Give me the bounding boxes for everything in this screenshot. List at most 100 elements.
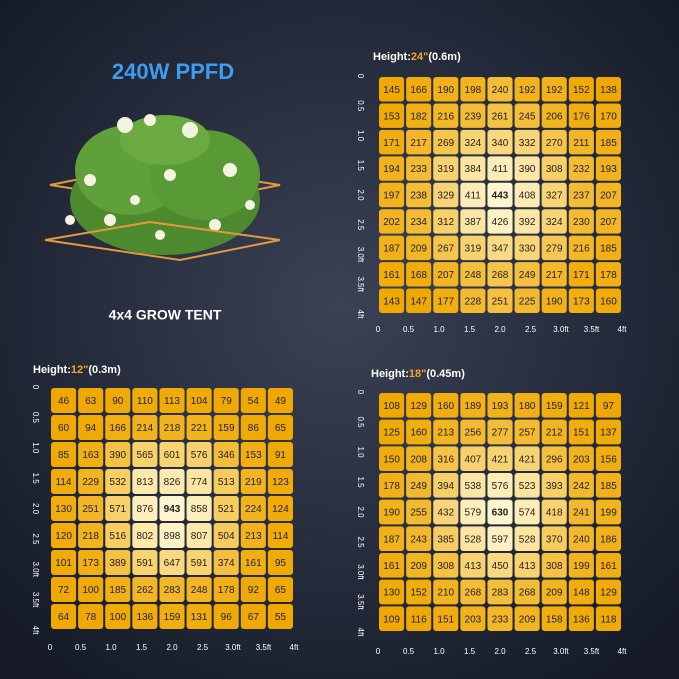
ppfd-cell <box>433 553 459 578</box>
ppfd-cell <box>105 604 131 629</box>
ppfd-cell <box>186 577 212 602</box>
ppfd-value: 807 <box>191 531 208 542</box>
ppfd-cell <box>541 446 567 471</box>
ppfd-value: 193 <box>492 401 509 412</box>
ppfd-value: 374 <box>218 558 235 569</box>
ppfd-value: 329 <box>437 191 454 202</box>
ppfd-value: 324 <box>546 217 563 228</box>
ppfd-cell <box>595 103 621 128</box>
ppfd-value: 123 <box>272 477 289 488</box>
ppfd-value: 255 <box>410 508 427 519</box>
ppfd-cell <box>541 288 567 313</box>
ppfd-value: 49 <box>275 396 287 407</box>
ppfd-value: 262 <box>137 585 154 596</box>
ppfd-value: 237 <box>573 191 590 202</box>
ppfd-cell <box>487 103 513 128</box>
ppfd-cell <box>460 499 486 525</box>
ppfd-cell <box>514 129 540 155</box>
ppfd-value: 190 <box>546 296 563 307</box>
ppfd-cell <box>379 262 405 287</box>
ppfd-cell <box>406 499 432 525</box>
ppfd-cell <box>406 288 432 313</box>
ppfd-value: 147 <box>410 296 427 307</box>
ppfd-value: 178 <box>383 481 400 492</box>
ppfd-cell <box>51 604 77 629</box>
ppfd-cell <box>595 77 621 102</box>
ppfd-value: 160 <box>437 401 454 412</box>
ppfd-value: 95 <box>275 558 287 569</box>
ppfd-cell <box>213 604 239 629</box>
ppfd-value: 576 <box>191 450 208 461</box>
ppfd-cell <box>105 550 131 575</box>
ppfd-cell <box>78 577 104 602</box>
x-axis-label: 0.5 <box>403 325 415 334</box>
ppfd-cell <box>379 156 405 181</box>
ppfd-value: 185 <box>600 244 617 255</box>
ppfd-cell <box>460 473 486 498</box>
ppfd-value: 114 <box>272 531 288 542</box>
ppfd-value: 242 <box>573 481 590 492</box>
ppfd-cell <box>406 129 432 155</box>
ppfd-value: 346 <box>218 450 235 461</box>
ppfd-value: 189 <box>465 401 482 412</box>
y-axis-label: 2.5 <box>356 219 365 231</box>
ppfd-value: 576 <box>492 481 509 492</box>
ppfd-cell <box>595 393 621 418</box>
x-axis-label: 3.0ft <box>225 643 241 652</box>
ppfd-value: 150 <box>383 454 400 465</box>
ppfd-value: 203 <box>573 454 590 465</box>
ppfd-cell <box>213 415 239 440</box>
ppfd-value: 450 <box>492 561 509 572</box>
y-axis-label: 4ft <box>356 310 365 320</box>
ppfd-value: 160 <box>600 296 617 307</box>
ppfd-cell <box>460 209 486 234</box>
ppfd-cell <box>514 473 540 498</box>
ppfd-value: 421 <box>492 454 509 465</box>
ppfd-value: 65 <box>275 423 287 434</box>
ppfd-cell <box>568 419 594 445</box>
ppfd-value: 261 <box>492 111 509 122</box>
ppfd-cell <box>460 579 486 605</box>
height-label-part: (0.3m) <box>88 364 121 376</box>
ppfd-value: 213 <box>437 428 454 439</box>
ppfd-value: 229 <box>82 477 99 488</box>
ppfd-cell <box>595 499 621 525</box>
ppfd-cell <box>379 473 405 498</box>
ppfd-cell <box>186 388 212 413</box>
ppfd-cell <box>186 604 212 629</box>
ppfd-cell <box>406 182 432 208</box>
ppfd-cell <box>406 262 432 287</box>
ppfd-value: 190 <box>437 85 454 96</box>
ppfd-value: 858 <box>191 504 208 515</box>
ppfd-value: 145 <box>383 85 400 96</box>
ppfd-value: 192 <box>546 85 563 96</box>
ppfd-cell <box>487 526 513 551</box>
ppfd-value: 418 <box>546 508 563 519</box>
ppfd-value: 340 <box>492 138 509 149</box>
ppfd-cell <box>568 553 594 578</box>
ppfd-cell <box>568 288 594 313</box>
ppfd-value: 330 <box>519 244 536 255</box>
ppfd-value: 411 <box>465 191 481 202</box>
ppfd-value: 110 <box>137 396 153 407</box>
ppfd-cell <box>568 103 594 128</box>
ppfd-value: 630 <box>492 508 509 519</box>
ppfd-value: 389 <box>109 558 126 569</box>
ppfd-value: 151 <box>573 428 590 439</box>
ppfd-cell <box>406 579 432 605</box>
ppfd-value: 312 <box>437 217 454 228</box>
ppfd-value: 209 <box>519 614 536 625</box>
ppfd-value: 826 <box>164 477 181 488</box>
ppfd-cell <box>541 579 567 605</box>
ppfd-cell <box>379 553 405 578</box>
ppfd-cell <box>240 469 266 494</box>
ppfd-value: 248 <box>465 270 482 281</box>
ppfd-value: 319 <box>465 244 482 255</box>
ppfd-value: 148 <box>573 588 590 599</box>
ppfd-cell <box>460 288 486 313</box>
ppfd-cell <box>595 419 621 445</box>
height-label-part: 12" <box>71 364 88 376</box>
ppfd-cell <box>159 442 185 467</box>
ppfd-cell <box>487 77 513 102</box>
y-axis-label: 4ft <box>31 626 40 636</box>
